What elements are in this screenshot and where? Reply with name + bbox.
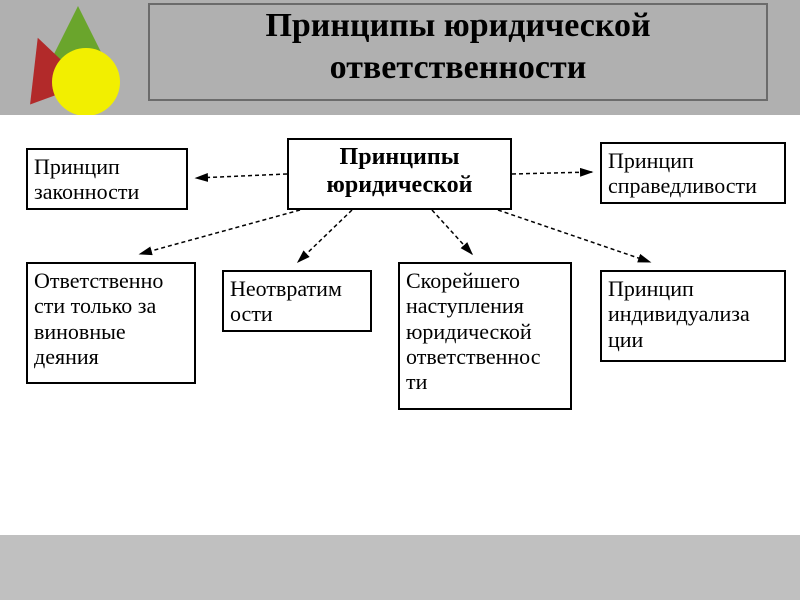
- title-line2: ответственности: [150, 47, 766, 89]
- node-n_justice-label1: Принцип: [608, 148, 778, 173]
- node-n_individual-label1: Принцип: [608, 276, 778, 301]
- node-center-label1: Принципы: [295, 144, 504, 172]
- node-n_prompt-label4: ответственнос: [406, 344, 564, 369]
- node-center: Принципыюридической: [287, 138, 512, 210]
- node-n_prompt-label3: юридической: [406, 319, 564, 344]
- node-center-label2: юридической: [295, 172, 504, 200]
- node-n_prompt-label2: наступления: [406, 293, 564, 318]
- node-n_guilt-label3: виновные: [34, 319, 188, 344]
- logo: [18, 6, 138, 116]
- edge-n_prompt: [432, 210, 472, 254]
- node-n_inevitability-label1: Неотвратим: [230, 276, 364, 301]
- node-n_prompt-label1: Скорейшего: [406, 268, 564, 293]
- node-n_guilt-label1: Ответственно: [34, 268, 188, 293]
- node-n_guilt-label2: сти только за: [34, 293, 188, 318]
- logo-circle-yellow: [52, 48, 120, 116]
- node-n_individual-label3: ции: [608, 327, 778, 352]
- node-n_guilt-label4: деяния: [34, 344, 188, 369]
- node-n_prompt-label5: ти: [406, 369, 564, 394]
- edge-n_inevitability: [298, 210, 352, 262]
- node-n_inevitability: Неотвратимости: [222, 270, 372, 332]
- node-n_justice: Принципсправедливости: [600, 142, 786, 204]
- edge-n_individual: [498, 210, 650, 262]
- diagram-canvas: ПринципыюридическойПринципзаконностиПрин…: [0, 115, 800, 535]
- edge-n_legality: [196, 174, 287, 178]
- title-box: Принципы юридической ответственности: [148, 3, 768, 101]
- header-band: Принципы юридической ответственности: [0, 0, 800, 115]
- node-n_legality-label1: Принцип: [34, 154, 180, 179]
- node-n_prompt: Скорейшегонаступленияюридическойответств…: [398, 262, 572, 410]
- node-n_justice-label2: справедливости: [608, 173, 778, 198]
- node-n_individual-label2: индивидуализа: [608, 301, 778, 326]
- node-n_guilt: Ответственности только завиновныедеяния: [26, 262, 196, 384]
- node-n_individual: Принципиндивидуализации: [600, 270, 786, 362]
- node-n_legality: Принципзаконности: [26, 148, 188, 210]
- edge-n_justice: [512, 172, 592, 174]
- edge-n_guilt: [140, 210, 300, 254]
- title-line1: Принципы юридической: [150, 5, 766, 47]
- node-n_inevitability-label2: ости: [230, 301, 364, 326]
- node-n_legality-label2: законности: [34, 179, 180, 204]
